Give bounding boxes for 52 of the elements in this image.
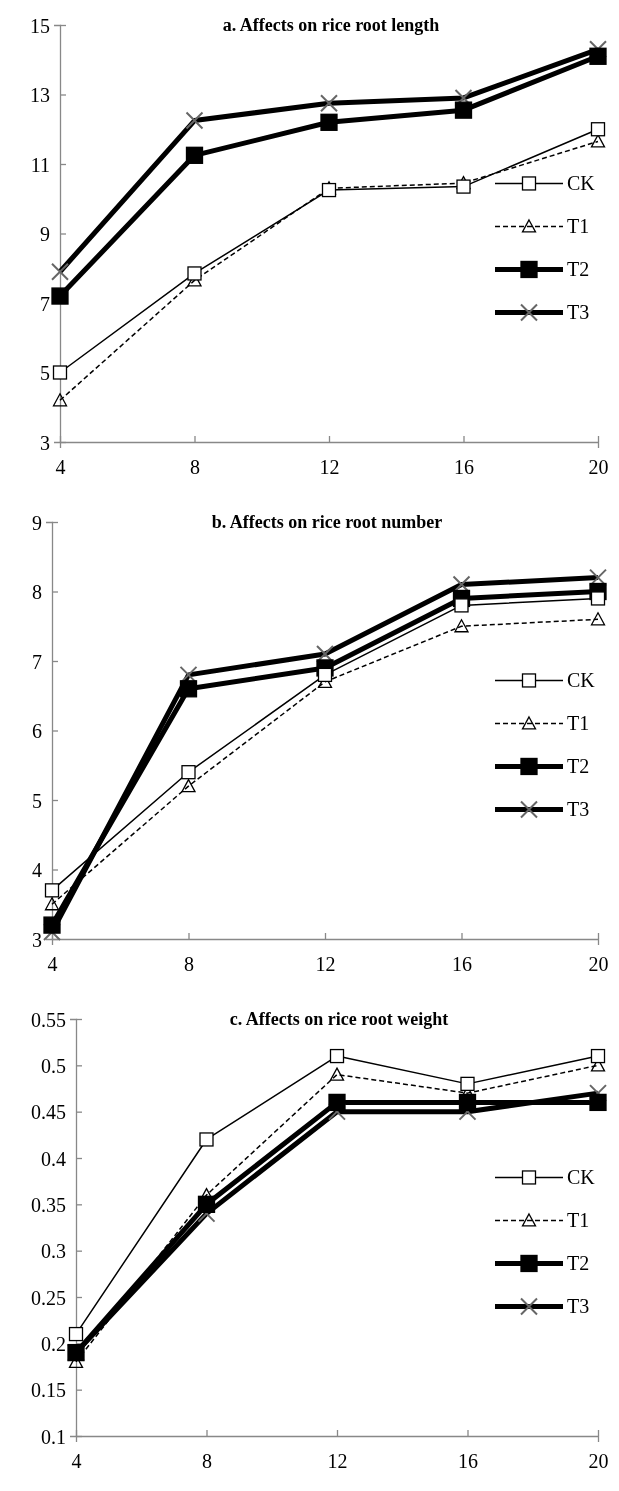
y-tick-label: 0.1 [41, 1425, 66, 1448]
legend-label: T1 [567, 1209, 590, 1232]
y-tick-label: 9 [40, 223, 50, 245]
y-tick-label: 7 [40, 292, 50, 315]
y-tick-label: 7 [32, 650, 42, 673]
y-tick-label: 8 [32, 581, 42, 603]
legend-label: T2 [567, 1252, 590, 1275]
y-tick-label: 15 [30, 14, 50, 37]
legend-label: CK [567, 1166, 596, 1189]
x-tick-label: 12 [319, 456, 340, 479]
x-tick-label: 16 [458, 1450, 478, 1473]
x-tick-label: 20 [588, 953, 609, 976]
y-tick-label: 3 [40, 431, 50, 454]
x-tick-label: 20 [588, 456, 609, 479]
y-tick-label: 3 [32, 928, 42, 951]
y-tick-label: 6 [32, 720, 42, 742]
x-tick-label: 12 [315, 953, 336, 976]
x-tick-label: 8 [202, 1450, 212, 1473]
y-tick-label: 5 [40, 362, 50, 384]
chart-title: c. Affects on rice root weight [229, 1009, 449, 1029]
y-tick-label: 0.15 [31, 1379, 66, 1402]
y-tick-label: 0.35 [31, 1193, 66, 1216]
y-tick-label: 13 [30, 84, 50, 106]
chart-title: a. Affects on rice root length [222, 15, 440, 35]
y-tick-label: 9 [32, 511, 42, 534]
legend-label: T3 [567, 798, 590, 821]
y-tick-label: 0.25 [31, 1286, 66, 1309]
legend-label: T3 [567, 301, 590, 324]
y-tick-label: 5 [32, 789, 42, 812]
y-tick-label: 0.3 [41, 1240, 66, 1263]
legend-label: T3 [567, 1295, 590, 1318]
x-tick-label: 16 [452, 953, 472, 976]
x-tick-label: 8 [184, 953, 194, 976]
legend-label: CK [567, 669, 596, 692]
y-tick-label: 0.5 [41, 1054, 66, 1077]
legend-label: T2 [567, 755, 590, 778]
legend-label: T2 [567, 258, 590, 281]
x-tick-label: 16 [454, 456, 474, 479]
y-tick-label: 0.45 [31, 1101, 66, 1124]
chart-title: b. Affects on rice root number [211, 512, 443, 532]
x-tick-label: 4 [71, 1450, 82, 1473]
legend-label: CK [567, 172, 596, 195]
legend-label: T1 [567, 215, 590, 238]
y-tick-label: 11 [30, 153, 50, 176]
y-tick-label: 4 [32, 859, 42, 881]
x-tick-label: 8 [190, 456, 200, 479]
y-tick-label: 0.55 [31, 1008, 66, 1031]
x-tick-label: 12 [327, 1450, 348, 1473]
legend-label: T1 [567, 712, 590, 735]
x-tick-label: 20 [588, 1450, 609, 1473]
y-tick-label: 0.4 [41, 1147, 66, 1170]
y-tick-label: 0.2 [41, 1332, 66, 1355]
